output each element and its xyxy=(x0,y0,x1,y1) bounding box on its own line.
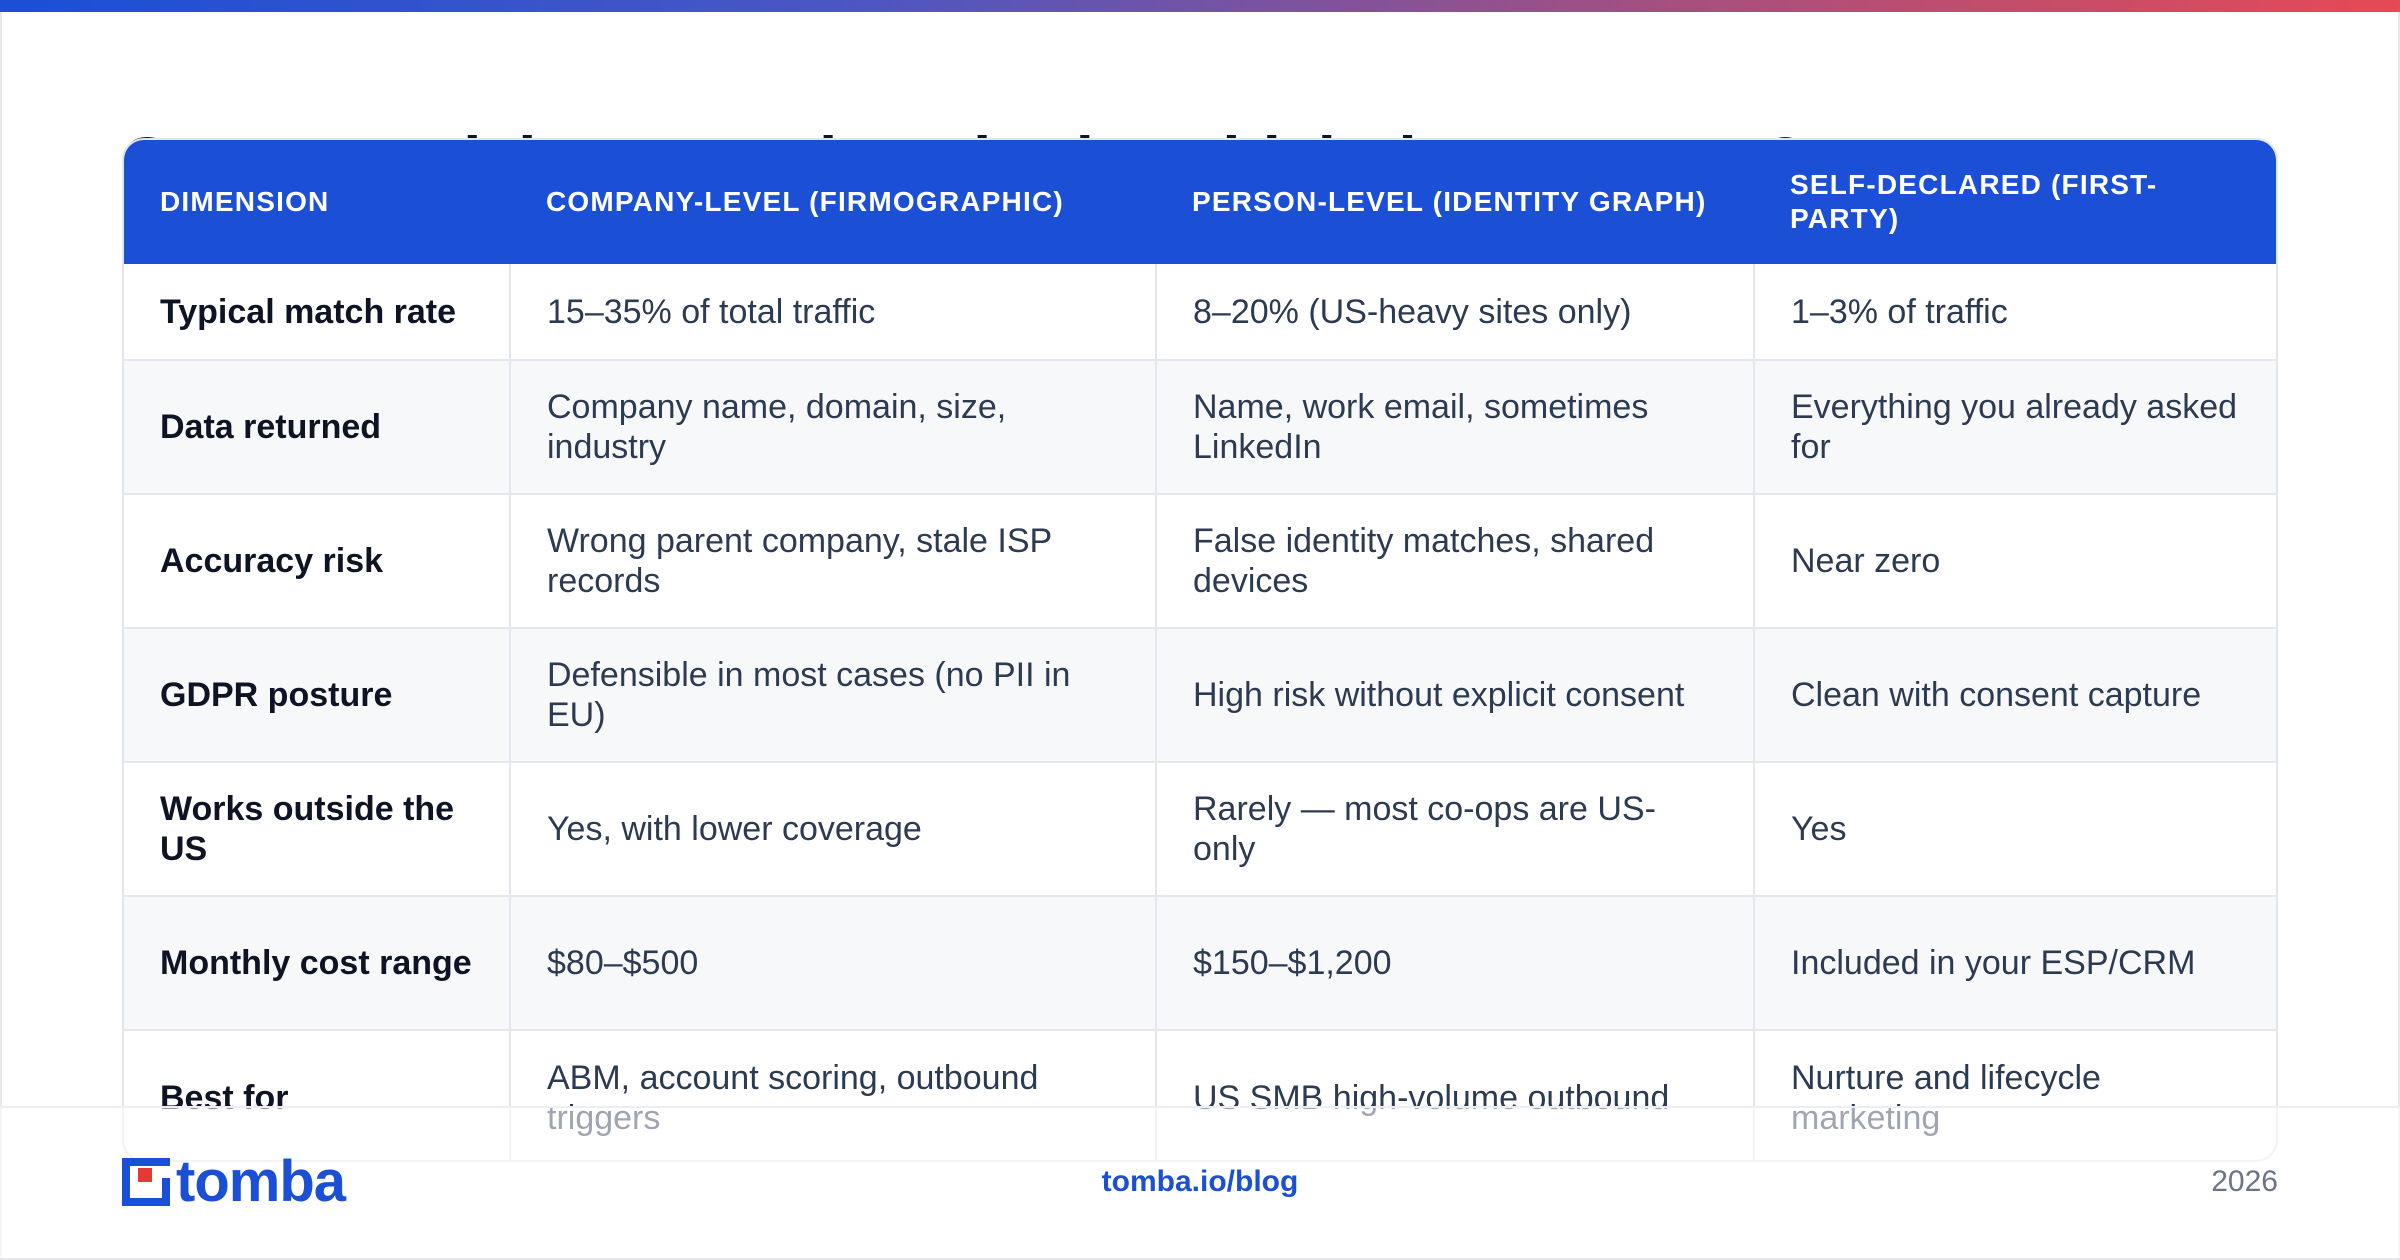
tomba-logo[interactable]: tomba xyxy=(122,1149,346,1214)
row-label: Data returned xyxy=(124,359,510,494)
table-cell: Included in your ESP/CRM xyxy=(1753,895,2276,1030)
table-cell: $80–$500 xyxy=(509,895,1156,1030)
header-company-level: COMPANY-LEVEL (FIRMOGRAPHIC) xyxy=(510,140,1156,264)
row-label: Works outside the US xyxy=(124,761,510,896)
table-row: Monthly cost range $80–$500 $150–$1,200 … xyxy=(124,895,2276,1030)
table-cell: Yes, with lower coverage xyxy=(509,761,1156,896)
table-cell: 8–20% (US-heavy sites only) xyxy=(1155,264,1754,360)
footer-divider xyxy=(0,1106,2400,1108)
row-label: Monthly cost range xyxy=(124,895,510,1030)
table-cell: Everything you already asked for xyxy=(1753,359,2276,494)
comparison-table: DIMENSION COMPANY-LEVEL (FIRMOGRAPHIC) P… xyxy=(122,138,2278,1162)
gradient-top-bar xyxy=(0,0,2400,12)
header-person-level: PERSON-LEVEL (IDENTITY GRAPH) xyxy=(1156,140,1754,264)
table-cell: Rarely — most co-ops are US-only xyxy=(1155,761,1754,896)
footer-overlay xyxy=(0,1108,2400,1258)
blog-link[interactable]: tomba.io/blog xyxy=(1101,1165,1299,1198)
table-cell: Defensible in most cases (no PII in EU) xyxy=(509,627,1156,762)
row-label: Typical match rate xyxy=(160,292,457,331)
table-row: Typical match rate 15–35% of total traff… xyxy=(124,264,2276,360)
table-cell: $150–$1,200 xyxy=(1155,895,1754,1030)
table-cell: 1–3% of traffic xyxy=(1753,264,2276,360)
table-row: GDPR posture Defensible in most cases (n… xyxy=(124,627,2276,762)
footer-year: 2026 xyxy=(2211,1165,2278,1198)
table-row: Works outside the US Yes, with lower cov… xyxy=(124,761,2276,896)
table-cell: High risk without explicit consent xyxy=(1155,627,1754,762)
table-cell: Name, work email, sometimes LinkedIn xyxy=(1155,359,1754,494)
table-row: Data returned Company name, domain, size… xyxy=(124,359,2276,494)
logo-wordmark: tomba xyxy=(176,1149,346,1214)
table-cell: Clean with consent capture xyxy=(1753,627,2276,762)
table-cell: Company name, domain, size, industry xyxy=(509,359,1156,494)
table-cell: Near zero xyxy=(1753,493,2276,628)
row-label: GDPR posture xyxy=(124,627,510,762)
table-cell: Yes xyxy=(1753,761,2276,896)
table-row: Accuracy risk Wrong parent company, stal… xyxy=(124,493,2276,628)
header-dimension: DIMENSION xyxy=(124,140,510,264)
table-cell: 15–35% of total traffic xyxy=(509,264,1156,360)
row-label: Accuracy risk xyxy=(124,493,510,628)
table-header-row: DIMENSION COMPANY-LEVEL (FIRMOGRAPHIC) P… xyxy=(124,140,2276,264)
tomba-logo-icon xyxy=(122,1158,170,1206)
header-self-declared: SELF-DECLARED (FIRST-PARTY) xyxy=(1754,140,2276,264)
table-cell: Wrong parent company, stale ISP records xyxy=(509,493,1156,628)
table-cell: False identity matches, shared devices xyxy=(1155,493,1754,628)
